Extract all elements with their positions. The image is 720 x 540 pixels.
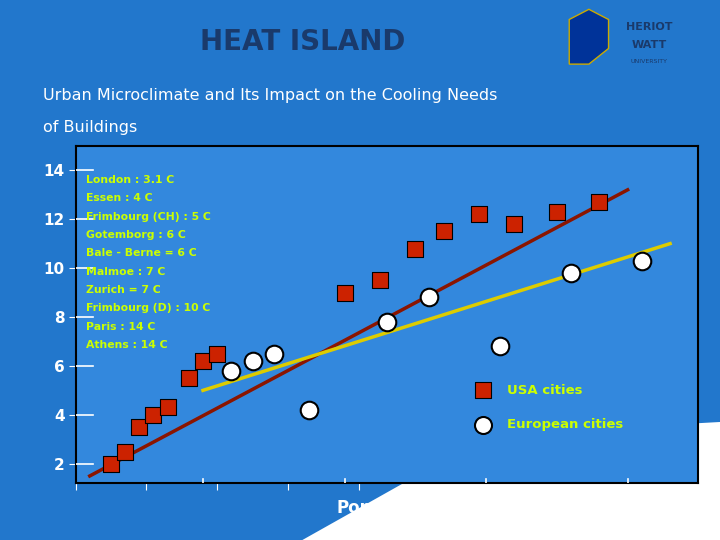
- Point: [225, 367, 237, 375]
- Point: [120, 447, 131, 456]
- Point: [374, 276, 386, 285]
- Point: [183, 374, 194, 382]
- Point: [495, 342, 506, 350]
- Text: Zurich = 7 C: Zurich = 7 C: [86, 285, 161, 295]
- Text: UNIVERSITY: UNIVERSITY: [631, 59, 667, 64]
- Text: Athens : 14 C: Athens : 14 C: [86, 340, 168, 350]
- Point: [593, 198, 605, 206]
- Text: Essen : 4 C: Essen : 4 C: [86, 193, 153, 204]
- Text: Gotemborg : 6 C: Gotemborg : 6 C: [86, 230, 186, 240]
- Text: USA cities: USA cities: [508, 384, 582, 397]
- Point: [508, 220, 520, 228]
- Text: WATT: WATT: [631, 39, 667, 50]
- X-axis label: Population: Population: [336, 498, 438, 517]
- Point: [197, 357, 209, 366]
- Text: of Buildings: of Buildings: [43, 120, 138, 136]
- Text: Bale - Berne = 6 C: Bale - Berne = 6 C: [86, 248, 197, 259]
- Point: [162, 403, 174, 412]
- Text: London : 3.1 C: London : 3.1 C: [86, 175, 174, 185]
- Point: [473, 210, 485, 219]
- Text: Frimbourg (CH) : 5 C: Frimbourg (CH) : 5 C: [86, 212, 211, 222]
- Text: Frimbourg (D) : 10 C: Frimbourg (D) : 10 C: [86, 303, 210, 313]
- Point: [382, 318, 393, 326]
- Point: [268, 349, 279, 358]
- Point: [477, 386, 488, 395]
- Point: [133, 423, 145, 431]
- Point: [303, 406, 315, 414]
- Point: [565, 269, 577, 278]
- Point: [410, 244, 421, 253]
- Text: HERIOT: HERIOT: [626, 22, 672, 32]
- Point: [551, 207, 562, 216]
- Point: [477, 420, 488, 429]
- Text: European cities: European cities: [508, 418, 624, 431]
- Point: [423, 293, 435, 302]
- Text: Malmoe : 7 C: Malmoe : 7 C: [86, 267, 166, 277]
- Polygon shape: [570, 9, 608, 64]
- Point: [636, 256, 647, 265]
- Text: HEAT ISLAND: HEAT ISLAND: [199, 28, 405, 56]
- Point: [148, 410, 159, 419]
- Point: [438, 227, 449, 236]
- Point: [212, 349, 223, 358]
- Text: Urban Microclimate and Its Impact on the Cooling Needs: Urban Microclimate and Its Impact on the…: [43, 88, 498, 103]
- Point: [339, 288, 351, 297]
- Point: [105, 460, 117, 468]
- Text: Paris : 14 C: Paris : 14 C: [86, 322, 156, 332]
- Polygon shape: [302, 421, 720, 540]
- Point: [247, 357, 258, 366]
